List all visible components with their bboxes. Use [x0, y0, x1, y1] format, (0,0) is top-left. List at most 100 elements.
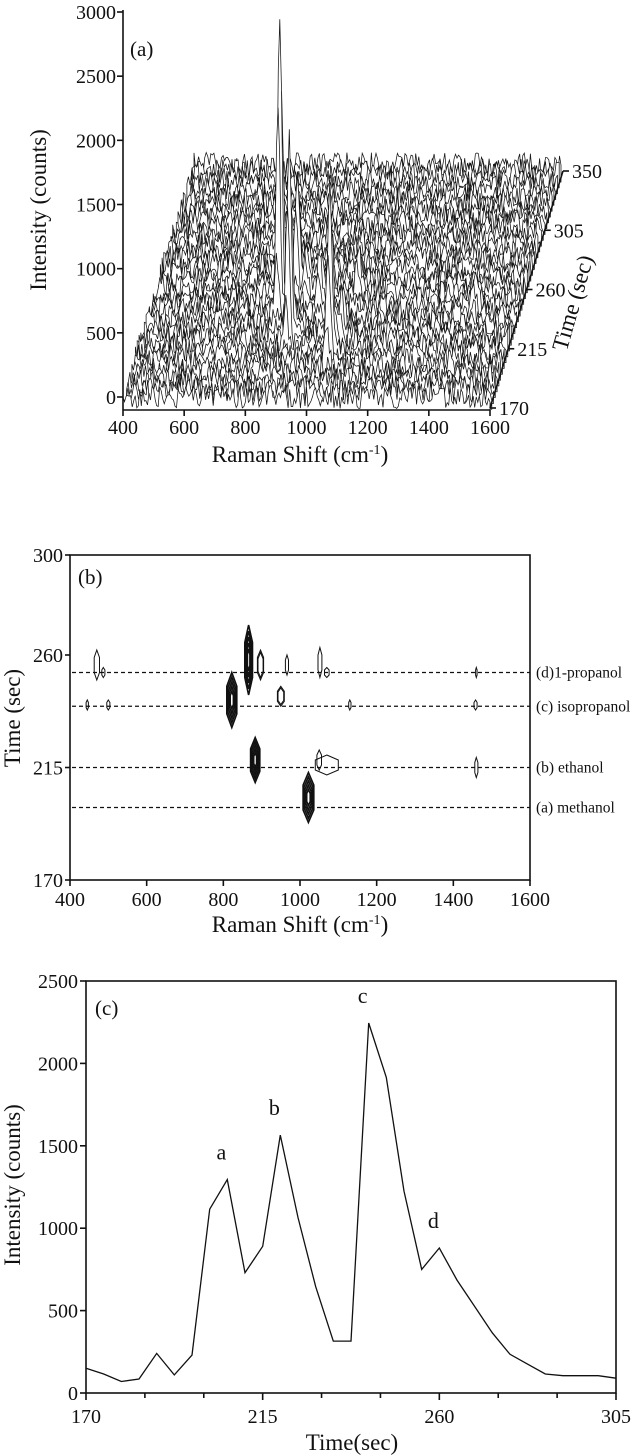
contour-line — [348, 698, 352, 712]
contour-line — [324, 666, 330, 679]
panel-a-time-axis-title: Time (sec) — [547, 252, 598, 353]
x-tick-label: 170 — [71, 1406, 101, 1428]
peak-label: d — [428, 1208, 439, 1233]
contour-line — [101, 666, 106, 679]
y-tick-label: 1000 — [76, 259, 116, 281]
y-tick-label: 2500 — [38, 971, 78, 993]
y-tick-label: 1500 — [38, 1136, 78, 1158]
panel-a-tag: (a) — [130, 37, 153, 61]
panel-c-tag: (c) — [95, 996, 118, 1020]
x-tick-label: 1200 — [357, 889, 397, 911]
x-tick-label: 400 — [108, 417, 138, 439]
panel-c-plot: 0 500 1000 1500 2000 2500 170 215 260 305 a b c d — [38, 971, 631, 1428]
reference-line-label: (a) methanol — [536, 800, 615, 817]
x-tick-label: 215 — [248, 1406, 278, 1428]
y-tick-label: 500 — [86, 323, 116, 345]
x-tick-label: 1200 — [348, 417, 388, 439]
contour-line — [305, 787, 312, 808]
x-tick-label: 1600 — [470, 417, 510, 439]
x-tick-label: 1000 — [280, 889, 320, 911]
contour-line — [303, 774, 314, 821]
x-tick-label: 260 — [424, 1406, 454, 1428]
contour-line — [244, 630, 253, 690]
panel-a-waterfall-chart: 0 500 1000 1500 2000 2500 3000 400 600 800 1000 120… — [0, 2, 640, 541]
panel-b-x-axis-title: Raman Shift (cm-1) — [212, 912, 388, 937]
panel-b-plot: (d)1-propanol (c) isopropanol (b) ethanol (… — [33, 545, 630, 911]
contour-line — [277, 687, 285, 706]
y-tick-label: 170 — [33, 870, 63, 892]
y-tick-label: 1500 — [76, 195, 116, 217]
intensity-line — [85, 1022, 617, 1383]
contour-line — [246, 642, 252, 678]
reference-line-label: (b) ethanol — [536, 760, 604, 777]
contour-line — [252, 746, 259, 774]
x-tick-label: 600 — [132, 889, 162, 911]
contour-line — [229, 688, 235, 712]
contour-line — [244, 624, 254, 696]
contour-line — [228, 684, 235, 716]
panel-a-y-axis-title: Intensity (counts) — [26, 129, 51, 291]
spectrum-trace — [122, 384, 491, 416]
contour-line — [284, 653, 289, 677]
panel-a-mask — [0, 411, 640, 541]
x-tick-label: 1000 — [287, 417, 327, 439]
contour-line — [250, 739, 260, 781]
plot-frame — [69, 554, 531, 881]
contour-line — [93, 648, 100, 682]
contour-line — [106, 699, 111, 711]
x-tick-label: 800 — [208, 889, 238, 911]
y-tick-label: 0 — [68, 1383, 78, 1405]
time-tick-label: 305 — [554, 220, 584, 242]
contour-line — [316, 748, 322, 772]
y-tick-label: 500 — [48, 1301, 78, 1323]
panel-c-line-chart: 0 500 1000 1500 2000 2500 170 215 260 305 a b c d (c)… — [0, 971, 631, 1455]
contour-line — [314, 754, 339, 776]
reference-line-label: (c) isopropanol — [536, 698, 630, 715]
time-tick-label: 170 — [499, 398, 529, 420]
y-tick-label: 2000 — [76, 130, 116, 152]
contour-line — [246, 648, 251, 672]
contour-line — [276, 685, 285, 708]
contour-line — [227, 679, 236, 721]
time-tick-label: 350 — [572, 161, 602, 183]
x-tick-label: 800 — [230, 417, 260, 439]
x-tick-label: 1600 — [510, 889, 550, 911]
reference-line-label: (d)1-propanol — [536, 665, 622, 682]
contour-line — [473, 699, 478, 711]
panel-b-y-axis-title: Time (sec) — [0, 669, 25, 767]
plot-frame — [85, 980, 617, 1394]
contour-line — [304, 783, 312, 812]
y-tick-label: 3000 — [76, 2, 116, 24]
x-tick-label: 305 — [601, 1406, 631, 1428]
x-tick-label: 1400 — [433, 889, 473, 911]
spectrum-trace — [151, 19, 519, 323]
contour-line — [257, 651, 264, 679]
contour-line — [226, 674, 237, 726]
x-tick-label: 400 — [55, 889, 85, 911]
contour-line — [302, 770, 315, 825]
contour-line — [304, 778, 313, 817]
contour-line — [249, 735, 261, 785]
panel-a-axes: 0 500 1000 1500 2000 2500 3000 400 600 800 1000 120… — [0, 2, 640, 541]
contour-line — [251, 742, 260, 778]
panel-c-y-axis-title: Intensity (counts) — [0, 1104, 25, 1266]
y-tick-label: 215 — [33, 758, 63, 780]
contour-line — [256, 648, 265, 682]
panel-b-contour-chart: (d)1-propanol (c) isopropanol (b) ethanol (… — [0, 545, 630, 937]
waterfall-spectra — [122, 19, 562, 416]
y-tick-label: 260 — [33, 645, 63, 667]
y-tick-label: 1000 — [38, 1218, 78, 1240]
peak-label: c — [358, 983, 368, 1008]
x-tick-label: 600 — [169, 417, 199, 439]
y-tick-label: 2500 — [76, 66, 116, 88]
contour-line — [245, 636, 252, 684]
panel-c-x-axis-title: Time(sec) — [306, 1430, 398, 1455]
peak-label: b — [269, 1095, 280, 1120]
y-tick-label: 2000 — [38, 1053, 78, 1075]
contour-line — [474, 755, 479, 780]
peak-label: a — [216, 1140, 226, 1165]
time-tick-label: 215 — [517, 339, 547, 361]
panel-b-tag: (b) — [78, 565, 103, 589]
y-tick-label: 0 — [106, 387, 116, 409]
